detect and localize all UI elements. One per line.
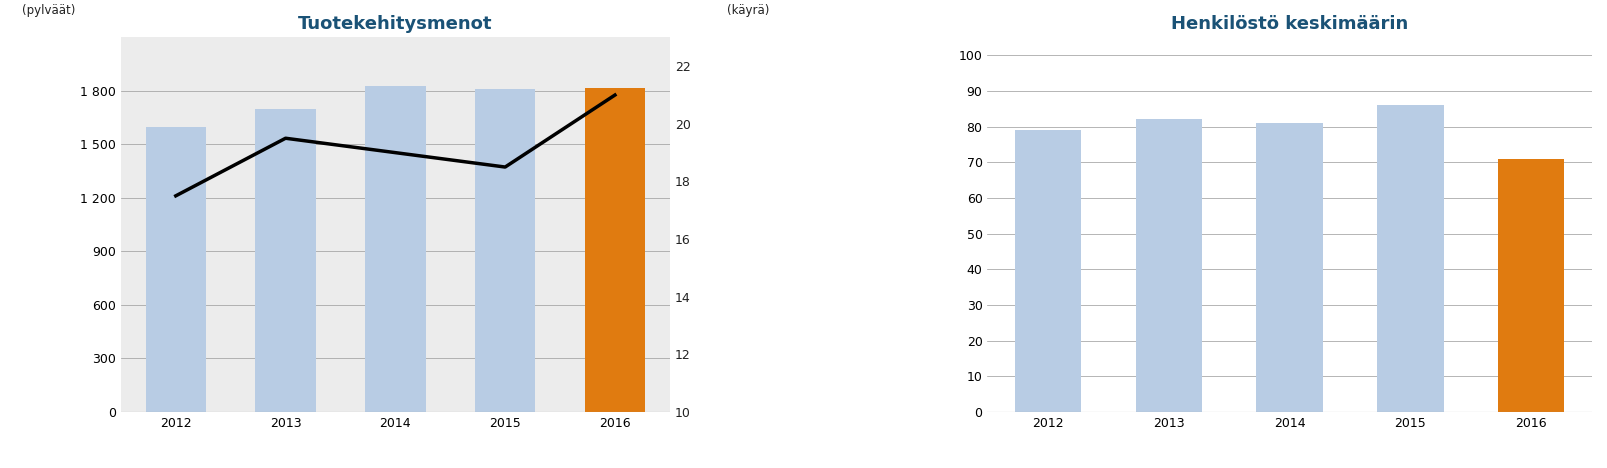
Text: Tuhatta euroa
(pylväät): Tuhatta euroa (pylväät) — [21, 0, 104, 17]
Bar — [1498, 159, 1564, 412]
Bar — [1014, 130, 1080, 412]
Bar — [365, 86, 426, 412]
Title: Henkilöstö keskimäärin: Henkilöstö keskimäärin — [1170, 15, 1408, 33]
Bar — [1376, 105, 1443, 412]
Text: % liikevaihdosta
(käyrä): % liikevaihdosta (käyrä) — [672, 0, 768, 17]
Bar — [474, 89, 535, 412]
Title: Tuotekehitysmenot: Tuotekehitysmenot — [297, 15, 492, 33]
Bar — [1255, 123, 1323, 412]
Bar — [585, 88, 644, 412]
Bar — [256, 109, 315, 412]
Bar — [1135, 119, 1202, 412]
Bar — [146, 126, 206, 412]
